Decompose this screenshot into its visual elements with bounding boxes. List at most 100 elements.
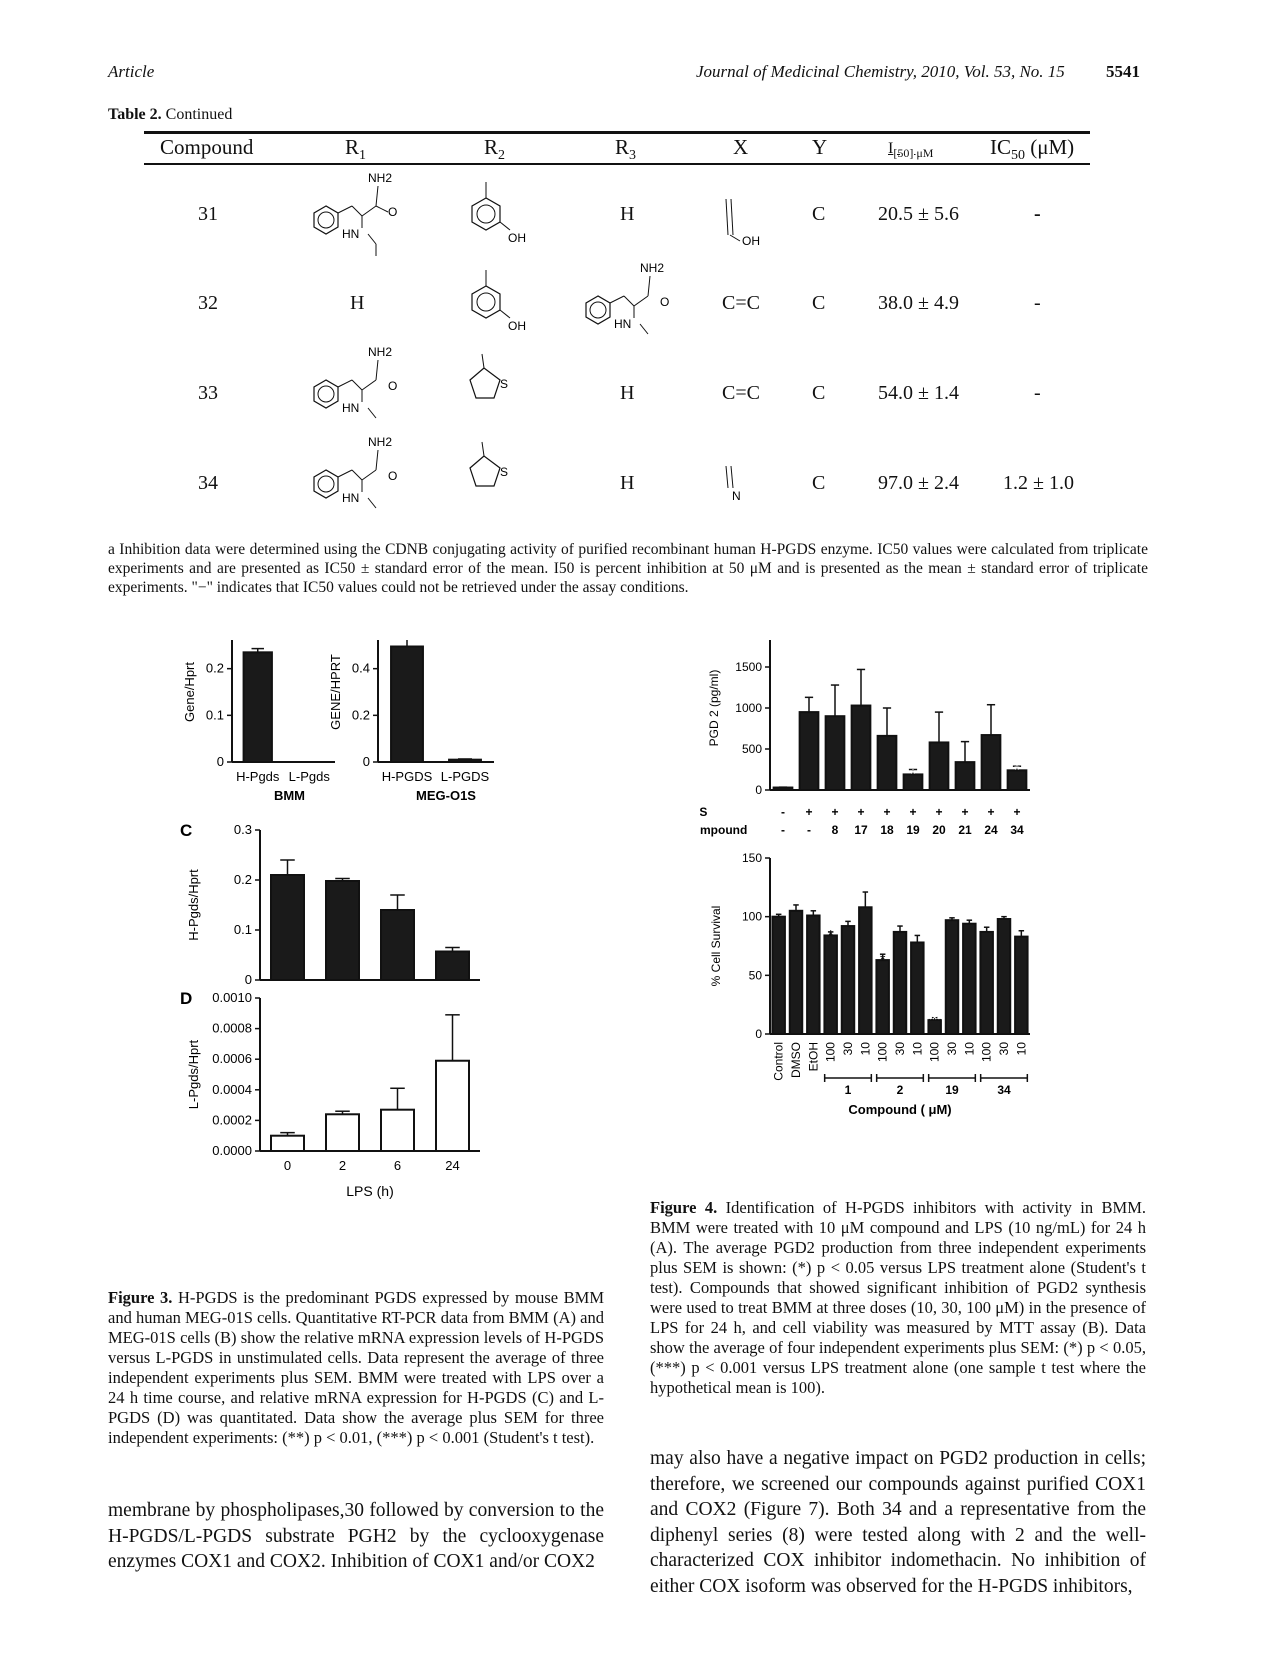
compound-value: 34 <box>1010 823 1024 837</box>
compound-value: 20 <box>932 823 946 837</box>
row-31-r3: H <box>620 203 635 225</box>
x-tick-label: EtOH <box>806 1042 820 1071</box>
lps-value: + <box>883 805 890 819</box>
figure-4-caption: Figure 4. Identification of H-PGDS inhib… <box>650 1198 1146 1398</box>
bar <box>996 918 1012 1035</box>
hn-label: HN <box>342 227 359 241</box>
x-axis-label: Compound ( μM) <box>848 1102 951 1117</box>
s-label: S <box>500 465 508 479</box>
structure-r2-thiophene-row33: S <box>469 353 508 399</box>
bar <box>962 922 977 1035</box>
carbonyl-o-label: O <box>660 295 669 309</box>
row-34-y: C <box>812 472 826 494</box>
row-34-ic50: 1.2 ± 1.0 <box>1003 472 1074 494</box>
row-32-compound: 32 <box>198 292 218 314</box>
col-compound: Compound <box>160 135 254 159</box>
y-tick-label: 0.2 <box>234 872 252 887</box>
structure-r1-row33: NH2 O HN <box>313 345 397 419</box>
bar <box>380 1108 415 1153</box>
figure-3-caption-text: H-PGDS is the predominant PGDS expressed… <box>108 1288 604 1447</box>
y-axis-label: GENE/HPRT <box>328 654 343 730</box>
x-axis-label: MEG-O1S <box>416 788 476 803</box>
bar <box>806 914 821 1036</box>
group-label: 19 <box>945 1083 959 1097</box>
compound-value: - <box>807 823 811 837</box>
y-tick-label: 50 <box>749 968 763 982</box>
y-tick-label: 0.0010 <box>212 990 252 1005</box>
x-tick-label: 10 <box>858 1042 872 1056</box>
journal-citation: Journal of Medicinal Chemistry, 2010, Vo… <box>696 62 1065 81</box>
lps-value: + <box>987 805 994 819</box>
compound-value: - <box>781 823 785 837</box>
bar <box>242 651 273 763</box>
oh-label: OH <box>508 231 526 245</box>
y-tick-label: 0.2 <box>206 661 224 676</box>
y-tick-label: 100 <box>742 910 762 924</box>
col-ic50: IC50 (μM) <box>990 135 1075 164</box>
compound-value: 19 <box>906 823 920 837</box>
y-tick-label: 0.0004 <box>212 1082 252 1097</box>
bar <box>858 906 873 1035</box>
nh2-label: NH2 <box>368 345 392 359</box>
structure-r2-phenol-row31: OH <box>471 182 526 245</box>
table-caption-text: Continued <box>165 106 233 123</box>
significance-star: *** <box>926 1011 943 1027</box>
y-axis-label: H-Pgds/Hprt <box>186 869 201 941</box>
structure-x-row34: N <box>725 465 741 503</box>
row-33-r3: H <box>620 382 635 404</box>
figure-3-caption: Figure 3. H-PGDS is the predominant PGDS… <box>108 1288 604 1448</box>
y-tick-label: 1500 <box>735 660 762 674</box>
x-tick-label: 6 <box>394 1158 401 1173</box>
nh2-label: NH2 <box>368 171 392 185</box>
panel-label-c: C <box>180 821 192 840</box>
compound-value: 21 <box>958 823 972 837</box>
y-tick-label: 0.1 <box>234 922 252 937</box>
row-31-compound: 31 <box>198 203 218 225</box>
running-header-left: Article <box>108 62 155 81</box>
col-i50: I[50] μM <box>888 140 934 161</box>
figure-4-caption-text: Identification of H-PGDS inhibitors with… <box>650 1198 1146 1397</box>
table-footnote: a Inhibition data were determined using … <box>108 541 1148 596</box>
row-34-r3: H <box>620 472 635 494</box>
compound-value: 24 <box>984 823 998 837</box>
bar <box>979 930 994 1036</box>
compound-value: 17 <box>854 823 868 837</box>
y-tick-label: 0.2 <box>352 707 370 722</box>
n-label: N <box>732 489 741 503</box>
x-tick-label: Control <box>772 1042 786 1081</box>
carbonyl-o-label: O <box>388 379 397 393</box>
nh2-label: NH2 <box>368 435 392 449</box>
x-tick-label: 100 <box>876 1042 890 1062</box>
x-axis-label: BMM <box>274 788 305 803</box>
y-tick-label: 0.0002 <box>212 1112 252 1127</box>
y-tick-label: 500 <box>742 742 762 756</box>
bar <box>980 734 1002 791</box>
bar <box>270 874 305 981</box>
y-tick-label: 0.4 <box>352 661 370 676</box>
y-axis-label: L-Pgds/Hprt <box>186 1039 201 1109</box>
page-number: 5541 <box>1106 62 1140 81</box>
nh2-label: NH2 <box>640 261 664 275</box>
table-caption-label: Table 2. <box>108 106 162 123</box>
hn-label: HN <box>342 491 359 505</box>
bar <box>876 734 898 791</box>
bar <box>435 1059 470 1153</box>
bar <box>928 741 950 792</box>
col-r1: R1 <box>345 135 367 164</box>
panel-label-d: D <box>180 989 192 1008</box>
bar <box>772 786 794 791</box>
y-tick-label: 1000 <box>735 701 762 715</box>
figure-4a-panel: 0500100015002000**PGD 2 (pg/ml)ALPSCompo… <box>700 640 1030 837</box>
lps-value: + <box>935 805 942 819</box>
group-label: 2 <box>897 1083 904 1097</box>
x-tick-label: 10 <box>962 1042 976 1056</box>
row-32-i50: 38.0 ± 4.9 <box>878 292 959 314</box>
significance-star: * <box>1014 761 1020 777</box>
x-tick-label: 100 <box>824 1042 838 1062</box>
col-x: X <box>733 135 749 159</box>
figure-3-caption-label: Figure 3. <box>108 1288 173 1307</box>
y-tick-label: 0 <box>755 783 762 797</box>
structure-r3-row32: NH2 O HN <box>585 261 669 335</box>
x-tick-label: L-Pgds <box>289 769 331 784</box>
